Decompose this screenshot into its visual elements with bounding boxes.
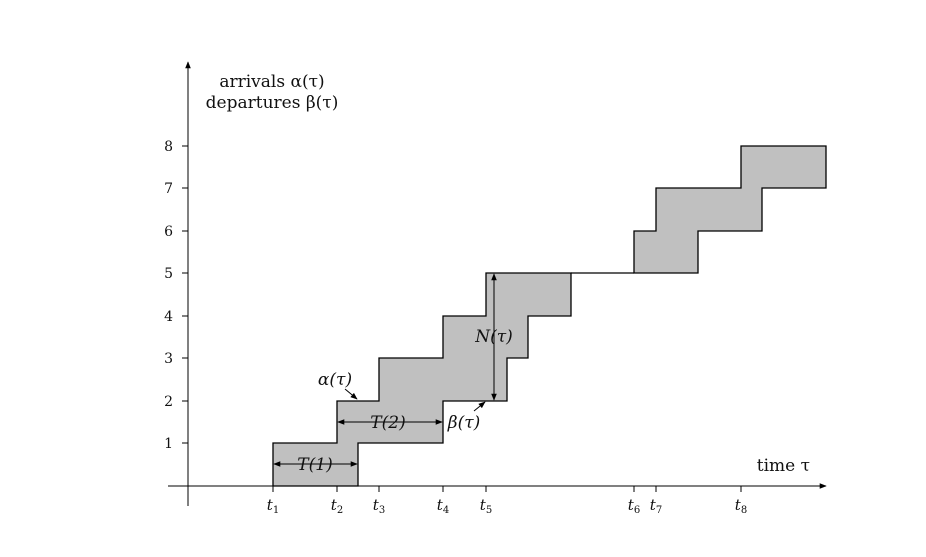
y-ticks	[182, 145, 188, 444]
y-axis-label-departures: departures β(τ)	[206, 93, 339, 113]
y-tick-label: 7	[164, 181, 173, 197]
y-tick-label: 2	[164, 394, 173, 410]
y-tick-label: 6	[164, 224, 173, 240]
x-axis-label: time τ	[757, 456, 810, 476]
occupancy-region-upper	[633, 145, 827, 274]
x-ticks	[272, 486, 742, 492]
y-tick-labels: 1 2 3 4 5 6 7 8	[164, 139, 173, 452]
y-tick-label: 8	[164, 139, 173, 155]
x-tick-label-t2: t2	[331, 496, 343, 516]
y-axis-label-arrivals: arrivals α(τ)	[219, 72, 324, 92]
y-tick-label: 4	[164, 309, 173, 325]
y-tick-label: 3	[164, 351, 173, 367]
t2-label: T(2)	[370, 413, 405, 433]
x-tick-label-t8: t8	[735, 496, 747, 516]
alpha-pointer	[344, 388, 358, 400]
y-tick-label: 1	[164, 436, 173, 452]
x-tick-label-t6: t6	[628, 496, 640, 516]
alpha-label: α(τ)	[318, 370, 352, 390]
x-tick-label-t5: t5	[480, 496, 492, 516]
x-tick-label-t7: t7	[650, 496, 662, 516]
x-tick-label-t1: t1	[267, 496, 279, 516]
x-tick-labels: t1 t2 t3 t4 t5 t6 t7 t8	[267, 496, 747, 516]
t1-label: T(1)	[297, 455, 332, 475]
beta-pointer	[473, 401, 486, 412]
n-label: N(τ)	[474, 327, 513, 347]
x-tick-label-t4: t4	[437, 496, 449, 516]
y-tick-label: 5	[164, 266, 173, 282]
beta-label: β(τ)	[447, 413, 481, 433]
x-tick-label-t3: t3	[373, 496, 385, 516]
